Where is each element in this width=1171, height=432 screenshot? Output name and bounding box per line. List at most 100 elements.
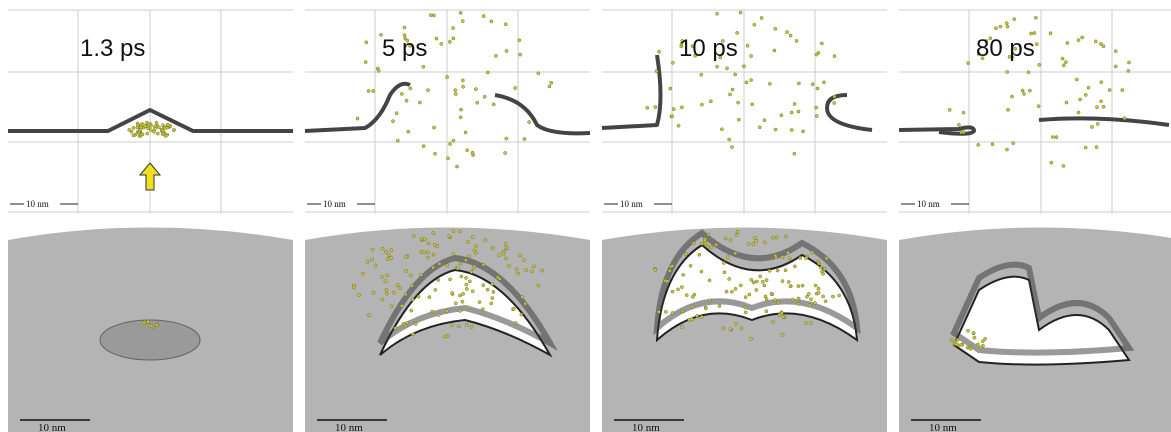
atom: [473, 249, 476, 252]
atom: [1077, 111, 1080, 114]
atom: [432, 14, 435, 17]
atom: [700, 103, 703, 106]
atom: [448, 142, 451, 145]
atom: [393, 291, 396, 294]
atom: [817, 260, 820, 263]
atom: [750, 54, 753, 57]
atom: [730, 145, 733, 148]
atom: [476, 101, 479, 104]
atom: [519, 53, 522, 56]
atom: [1095, 106, 1098, 109]
atom: [704, 242, 707, 245]
atom: [709, 100, 712, 103]
atom: [1095, 146, 1098, 149]
atom: [166, 123, 169, 126]
atom: [1084, 146, 1087, 149]
atom: [482, 263, 485, 266]
atom: [1099, 42, 1102, 45]
atom: [409, 274, 412, 277]
atom: [142, 321, 145, 324]
atom: [1038, 63, 1041, 66]
atom: [672, 108, 675, 111]
atom: [433, 152, 436, 155]
atom: [1005, 148, 1008, 151]
atom: [462, 85, 465, 88]
panel: 10 ps10 nm10 nm: [602, 10, 887, 432]
atom: [1087, 86, 1090, 89]
atom: [999, 25, 1002, 28]
atom: [405, 255, 408, 258]
atom: [504, 257, 507, 260]
atom: [734, 73, 737, 76]
atom: [132, 126, 135, 129]
atom: [456, 267, 459, 270]
atom: [948, 108, 951, 111]
time-label: 80 ps: [976, 35, 1035, 62]
atom: [671, 115, 674, 118]
atom: [680, 106, 683, 109]
atom: [432, 126, 435, 129]
atom: [739, 284, 742, 287]
atom: [744, 296, 747, 299]
atom: [352, 286, 355, 289]
atom: [956, 338, 959, 341]
figure: 1.3 ps10 nm10 nm5 ps10 nm10 nm10 ps10 nm…: [0, 0, 1171, 432]
atom: [1006, 25, 1009, 28]
atom: [531, 270, 534, 273]
graphene-sheet: [602, 55, 661, 128]
atom: [700, 73, 703, 76]
atom: [745, 81, 748, 84]
atom: [161, 132, 164, 135]
atom: [966, 329, 969, 332]
atom: [384, 250, 387, 253]
atom: [1055, 136, 1058, 139]
atom: [395, 112, 398, 115]
atom: [681, 310, 684, 313]
atom: [467, 306, 470, 309]
atom: [443, 335, 446, 338]
atom: [525, 268, 528, 271]
atom: [491, 247, 494, 250]
atom: [422, 145, 425, 148]
atom: [381, 275, 384, 278]
atom: [739, 11, 742, 14]
atom: [445, 309, 448, 312]
atom: [654, 105, 657, 108]
atom: [482, 284, 485, 287]
atom: [465, 283, 468, 286]
atom: [537, 284, 540, 287]
atom: [755, 280, 758, 283]
graphene-sheet: [305, 84, 410, 131]
atom: [504, 23, 507, 26]
atom: [147, 123, 150, 126]
atom: [1114, 65, 1117, 68]
atom: [736, 230, 739, 233]
atom: [524, 302, 527, 305]
atom: [1094, 40, 1097, 43]
atom: [765, 310, 768, 313]
atom: [814, 284, 817, 287]
atom: [452, 229, 455, 232]
atom: [725, 290, 728, 293]
atom: [753, 23, 756, 26]
atom: [514, 86, 517, 89]
atom: [1127, 69, 1130, 72]
atom: [799, 256, 802, 259]
atom: [723, 271, 726, 274]
atom: [490, 302, 493, 305]
atom: [136, 126, 139, 129]
atom: [497, 254, 500, 257]
atom: [984, 337, 987, 340]
atom: [396, 139, 399, 142]
atom: [459, 262, 462, 265]
atom: [811, 83, 814, 86]
atom: [459, 11, 462, 14]
atom: [668, 269, 671, 272]
atom: [483, 95, 486, 98]
atom: [486, 71, 489, 74]
atom: [454, 302, 457, 305]
atom: [693, 293, 696, 296]
atom: [460, 275, 463, 278]
atom: [774, 256, 777, 259]
atom: [435, 37, 438, 40]
